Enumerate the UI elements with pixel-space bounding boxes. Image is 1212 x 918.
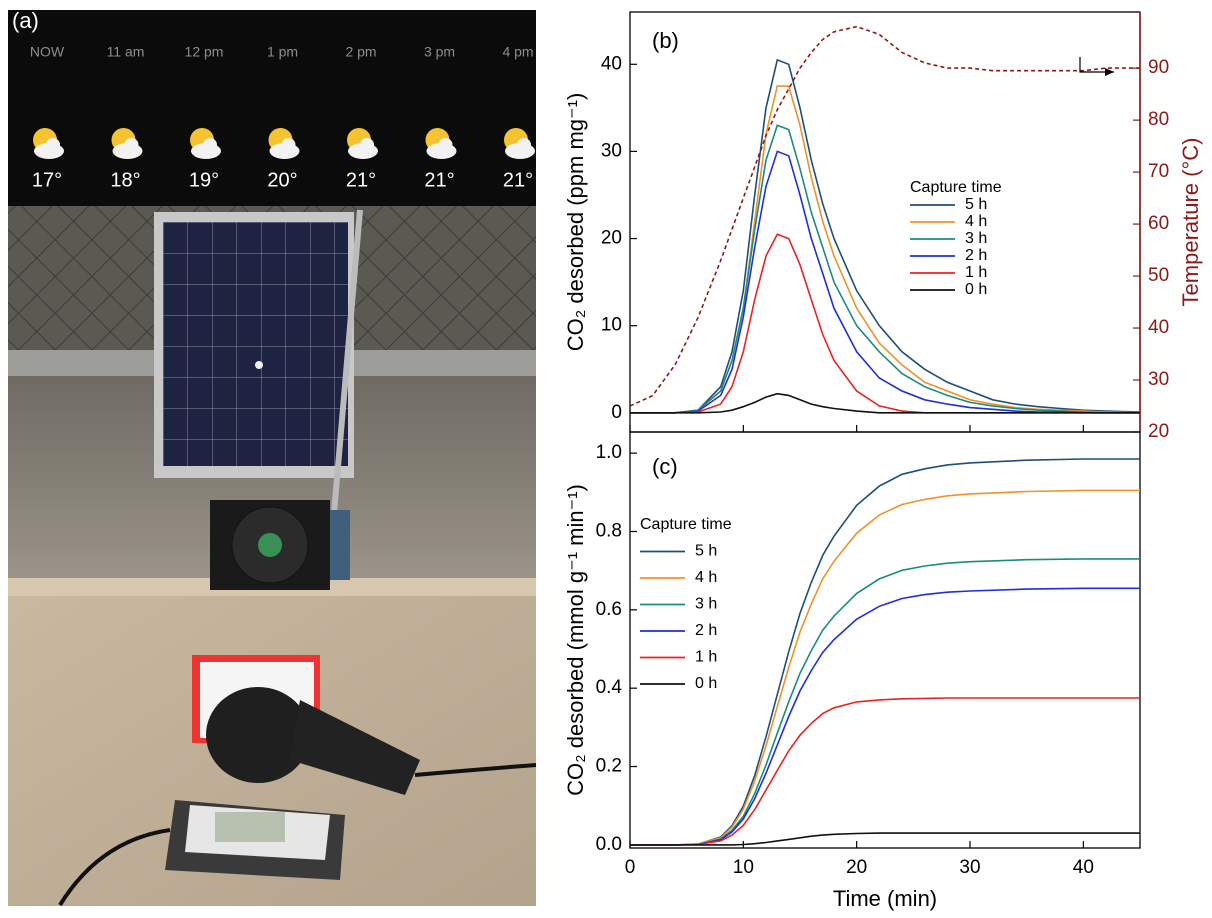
weather-cloud (124, 138, 139, 152)
legend-label: 3 h (695, 596, 717, 613)
legend-label: 2 h (695, 622, 717, 639)
series-line (630, 150, 1140, 414)
anemometer-handle (290, 700, 420, 795)
y-tick-label: 30 (601, 140, 622, 161)
weather-cloud (438, 138, 453, 152)
legend-title: Capture time (910, 179, 1002, 196)
chart: 0 10 20 30 40 0.0 0.2 0.4 0.6 0.8 1.0 5 h 4 h 3 h 2 h 1… (563, 431, 1141, 911)
y2-tick-label: 60 (1148, 213, 1169, 234)
y-tick-label: 0.0 (596, 834, 622, 855)
plot-frame (629, 11, 1141, 433)
legend-label: 1 h (695, 649, 717, 666)
x-tick-label: 10 (733, 857, 754, 878)
legend-label: 0 h (965, 281, 987, 298)
legend-label: 0 h (695, 675, 717, 692)
forecast-temp: 21° (346, 169, 376, 191)
series-line (630, 392, 1140, 414)
x-tick-label: 20 (846, 857, 867, 878)
y-tick-label: 0.8 (596, 521, 622, 542)
forecast-time: 12 pm (185, 44, 224, 60)
y2-tick-label: 20 (1148, 421, 1169, 442)
panel-label: (c) (652, 454, 678, 479)
anemometer-head (206, 687, 310, 783)
forecast: NOW 17° 11 am 18° 12 pm 19° 1 pm 20° 2 pm 21° 3 pm… (30, 44, 535, 191)
forecast-temp: 20° (267, 169, 297, 191)
series-line (630, 85, 1141, 414)
y-tick-label: 0 (611, 402, 622, 423)
meter-screen (215, 812, 285, 842)
plot-frame (629, 431, 1141, 849)
weather-cloud (203, 138, 217, 152)
series-line (630, 697, 1140, 846)
forecast-time: 3 pm (424, 44, 455, 60)
y-tick-label: 0.6 (596, 599, 622, 620)
cable (414, 763, 537, 777)
series-line (630, 587, 1140, 846)
y2-axis-label: Temperature (°C) (1178, 138, 1203, 307)
y-axis-label: CO₂ desorbed (ppm mg⁻¹) (563, 93, 588, 352)
weather-cloud (281, 138, 296, 152)
x-axis-label: Time (min) (833, 886, 937, 911)
legend-label: 5 h (695, 543, 717, 560)
forecast-time: 4 pm (502, 44, 533, 60)
forecast-time: 11 am (107, 44, 145, 60)
series-line (630, 124, 1140, 414)
forecast-temp: 21° (424, 169, 454, 191)
forecast-temp: 21° (503, 169, 533, 191)
rod (327, 209, 363, 561)
panel-label: (a) (12, 8, 39, 33)
forecast-temp: 19° (189, 169, 219, 191)
fan-hub (258, 533, 282, 557)
y-tick-label: 10 (601, 315, 622, 336)
legend-label: 3 h (965, 230, 987, 247)
weather-cloud (517, 138, 531, 152)
y-tick-label: 20 (601, 228, 622, 249)
y2-tick-label: 50 (1148, 265, 1169, 286)
axis-arrow (1079, 57, 1114, 73)
series-line (630, 558, 1140, 846)
y2-tick-label: 40 (1148, 317, 1169, 338)
series-line (630, 233, 1140, 414)
solar-panel (163, 222, 348, 466)
legend-title: Capture time (640, 516, 732, 533)
axis-arrow-head (1105, 68, 1114, 76)
series-line (630, 832, 1140, 846)
y2-tick-label: 90 (1148, 57, 1169, 78)
y2-tick-label: 70 (1148, 161, 1169, 182)
legend-label: 1 h (965, 264, 987, 281)
y-tick-label: 0.4 (596, 677, 623, 698)
series-line (629, 25, 1140, 407)
series-line (630, 489, 1140, 846)
legend-label: 5 h (965, 196, 987, 213)
forecast-time: 2 pm (345, 44, 376, 60)
x-tick-label: 40 (1073, 857, 1094, 878)
weather-cloud (46, 138, 60, 152)
y2-tick-label: 80 (1148, 109, 1169, 130)
meter-cable (58, 828, 171, 907)
x-tick-label: 0 (625, 857, 636, 878)
legend-label: 4 h (695, 569, 717, 586)
series-line (630, 458, 1140, 846)
y2-tick-label: 30 (1148, 369, 1169, 390)
y-tick-label: 40 (601, 53, 622, 74)
photo: (a) NOW 17° 11 am 18° 12 pm 19° 1 pm 20° 2 pm 21°… (8, 8, 537, 907)
forecast-temp: 18° (110, 169, 140, 191)
panel-label: (b) (652, 28, 679, 53)
y-tick-label: 1.0 (596, 442, 622, 463)
forecast-temp: 17° (32, 169, 62, 191)
forecast-time: 1 pm (267, 44, 298, 60)
y-axis-label: CO₂ desorbed (mmol g⁻¹ min⁻¹) (563, 484, 588, 796)
forecast-time: NOW (30, 44, 65, 60)
x-tick-label: 30 (959, 857, 980, 878)
legend-label: 4 h (965, 213, 987, 230)
y-tick-label: 0.2 (596, 756, 622, 777)
weather-strip (8, 10, 536, 206)
panel-center (255, 361, 263, 369)
chart: 0 10 20 30 40 20 30 40 50 60 70 80 90 5 h4 h3 h2 h1 h… (563, 11, 1203, 442)
series-line (630, 58, 1141, 414)
weather-cloud (360, 138, 374, 152)
legend-label: 2 h (965, 247, 987, 264)
